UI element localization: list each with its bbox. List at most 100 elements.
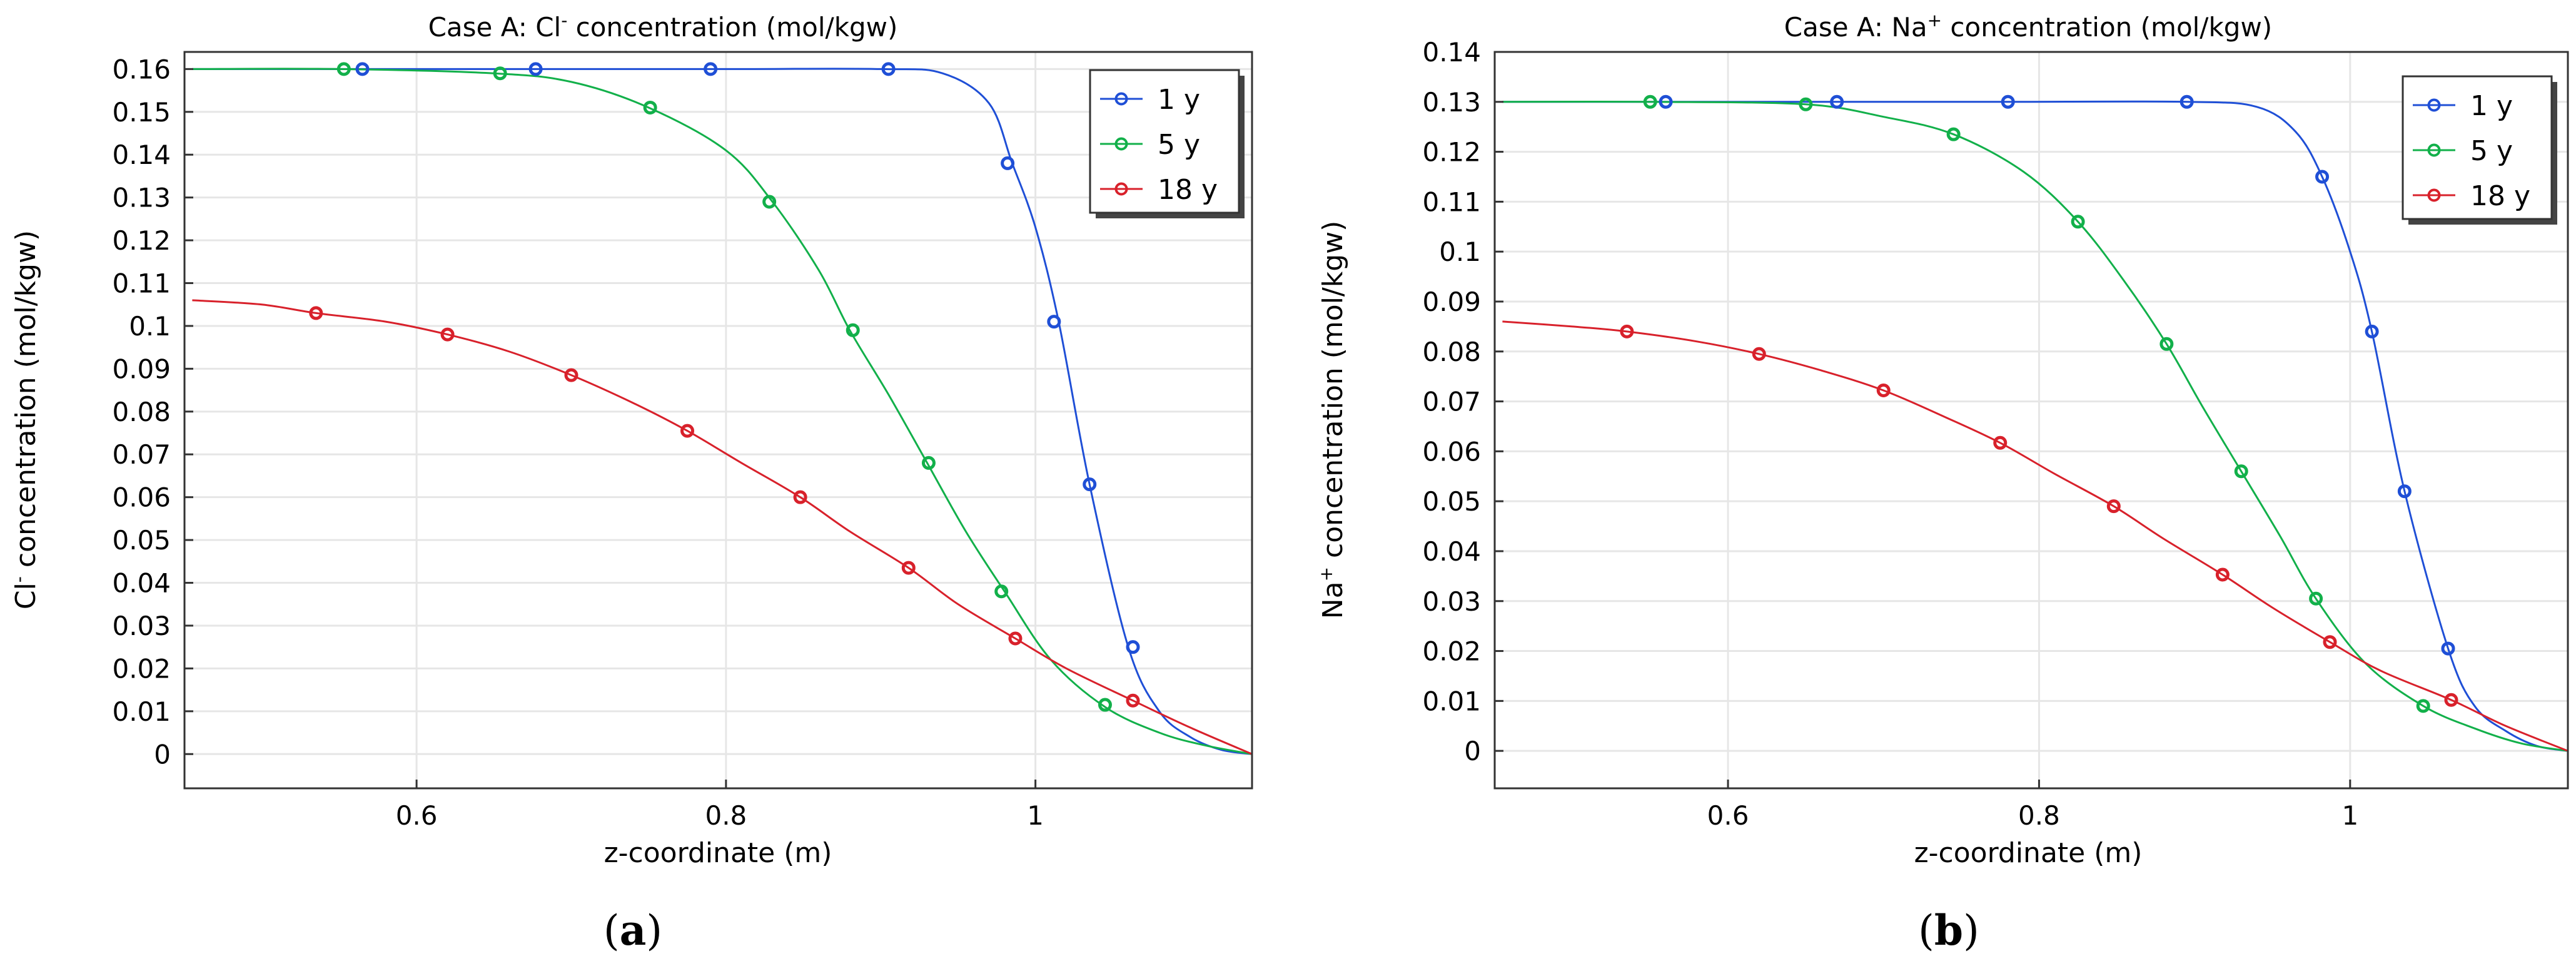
- chart-a-marker-18y: [1126, 693, 1140, 708]
- chart-b-marker-18y: [1620, 324, 1634, 338]
- chart-a-marker-5y: [762, 195, 777, 209]
- chart-b-marker-18y: [2444, 693, 2458, 707]
- chart-b-marker-1y: [2179, 94, 2194, 109]
- chart-a-y-tick-label: 0.04: [112, 568, 171, 599]
- chart-a-marker-1y: [1047, 315, 1061, 329]
- chart-b-y-ticks: 0 0.01 0.02 0.03 0.04 0.05 0.06 0.07 0.08 0.09 0.1…: [1422, 37, 1503, 766]
- chart-b-marker-5y: [2416, 699, 2430, 713]
- chart-a-marker-1y: [1001, 156, 1015, 170]
- chart-a-marker-1y: [528, 62, 543, 76]
- chart-b-legend-label-18y: 18 y: [2470, 180, 2530, 212]
- chart-b-marker-18y: [1876, 384, 1891, 398]
- chart-a-title: Case A: Cl- concentration (mol/kgw): [428, 10, 898, 43]
- chart-a-legend-label-5y: 5 y: [1158, 129, 1200, 161]
- chart-a-marker-5y: [994, 584, 1009, 599]
- chart-b-y-tick-label: 0.05: [1422, 486, 1481, 517]
- chart-a-y-tick-label: 0.05: [112, 525, 171, 556]
- chart-a-series-line-1y: [192, 68, 1253, 755]
- chart-a-legend-marker-5y: [1114, 137, 1128, 151]
- chart-a-y-tick-label: 0.06: [112, 482, 171, 513]
- chart-b-y-tick-label: 0.11: [1422, 186, 1481, 217]
- chart-a-x-axis-label: z-coordinate (m): [604, 837, 832, 869]
- chart-a-x-ticks: 0.6 0.8 1: [396, 780, 1044, 831]
- chart-b-x-tick-label: 0.6: [1707, 800, 1749, 831]
- chart-b-x-axis-label: z-coordinate (m): [1914, 837, 2143, 869]
- chart-b-y-tick-label: 0.02: [1422, 636, 1481, 667]
- chart-b-title: Case A: Na+ concentration (mol/kgw): [1784, 10, 2272, 43]
- chart-a-marker-1y: [1126, 640, 1140, 654]
- chart-a-y-tick-label: 0.11: [112, 268, 171, 299]
- chart-b-y-tick-label: 0.12: [1422, 137, 1481, 168]
- chart-b-marker-5y: [2071, 215, 2085, 229]
- chart-b-x-tick-label: 1: [2341, 800, 2358, 831]
- chart-a-legend-label-18y: 18 y: [1158, 174, 1218, 206]
- chart-b-series-line-18y: [1502, 320, 2568, 752]
- chart-a-y-tick-label: 0.01: [112, 696, 171, 727]
- chart-a-legend-label-1y: 1 y: [1158, 84, 1200, 116]
- chart-b-marker-1y: [2397, 484, 2412, 499]
- chart-a-marker-5y: [493, 66, 507, 81]
- chart-b-marker-1y: [2315, 170, 2330, 184]
- chart-b-marker-18y: [2106, 499, 2121, 514]
- chart-a-y-tick-label: 0.08: [112, 397, 171, 427]
- chart-a-marker-18y: [680, 424, 695, 438]
- chart-b-plot-frame: [1493, 51, 2569, 790]
- chart-b-marker-1y: [2365, 324, 2379, 338]
- chart-b-legend-label-5y: 5 y: [2470, 135, 2513, 167]
- chart-b-marker-18y: [1752, 347, 1766, 361]
- chart-b-y-tick-label: 0.1: [1439, 236, 1481, 267]
- chart-b-legend-label-1y: 1 y: [2470, 90, 2513, 122]
- chart-b-marker-1y: [2001, 94, 2015, 109]
- chart-a-x-tick-label: 1: [1027, 800, 1044, 831]
- chart-a-gridlines: [184, 52, 1252, 788]
- chart-b-y-tick-label: 0.13: [1422, 87, 1481, 118]
- chart-b: Case A: Na+ concentration (mol/kgw) 0.6 0…: [1316, 10, 2569, 869]
- chart-a-plot-frame: [183, 51, 1253, 790]
- chart-b-marker-5y: [1643, 94, 1657, 109]
- chart-a-y-tick-label: 0.09: [112, 353, 171, 384]
- chart-b-y-tick-label: 0: [1464, 736, 1481, 766]
- chart-a-y-tick-label: 0.14: [112, 140, 171, 170]
- chart-b-legend: 1 y 5 y 18 y: [2402, 75, 2557, 225]
- chart-a-marker-5y: [643, 100, 657, 114]
- chart-b-marker-18y: [2323, 635, 2337, 649]
- chart-a-legend-marker-18y: [1114, 182, 1128, 196]
- chart-a-legend-marker-1y: [1114, 92, 1128, 106]
- chart-b-marker-5y: [2309, 591, 2323, 606]
- chart-b-x-ticks: 0.6 0.8 1: [1707, 780, 2358, 831]
- chart-b-legend-marker-1y: [2427, 98, 2441, 112]
- chart-a-y-ticks: 0 0.01 0.02 0.03 0.04 0.05 0.06 0.07 0.08 0.09 0.1…: [112, 54, 193, 770]
- chart-a-marker-1y: [355, 62, 370, 76]
- chart-a: Case A: Cl- concentration (mol/kgw) 0.6 0…: [9, 10, 1253, 869]
- chart-a-y-tick-label: 0.16: [112, 54, 171, 84]
- chart-a-y-tick-label: 0.12: [112, 225, 171, 256]
- chart-a-y-tick-label: 0.02: [112, 653, 171, 684]
- chart-b-marker-1y: [2441, 641, 2455, 656]
- chart-b-marker-5y: [1799, 97, 1813, 111]
- chart-a-marker-5y: [846, 323, 860, 337]
- chart-b-markers: [1620, 94, 2458, 713]
- chart-b-marker-5y: [1946, 127, 1961, 141]
- chart-a-y-tick-label: 0.07: [112, 439, 171, 470]
- chart-a-legend: 1 y 5 y 18 y: [1089, 69, 1245, 218]
- chart-a-y-tick-label: 0.03: [112, 611, 171, 641]
- caption-b: (b): [1918, 906, 1979, 955]
- chart-b-legend-marker-18y: [2427, 188, 2441, 202]
- chart-a-series-line-18y: [192, 299, 1253, 755]
- chart-b-y-tick-label: 0.04: [1422, 536, 1481, 567]
- chart-b-y-tick-label: 0.06: [1422, 436, 1481, 467]
- chart-a-y-axis-label: Cl- concentration (mol/kgw): [9, 230, 43, 609]
- chart-a-y-tick-label: 0: [154, 739, 171, 770]
- chart-b-y-tick-label: 0.09: [1422, 287, 1481, 317]
- chart-b-y-tick-label: 0.03: [1422, 586, 1481, 617]
- chart-b-y-tick-label: 0.07: [1422, 387, 1481, 417]
- chart-a-marker-18y: [309, 306, 323, 320]
- chart-a-markers: [309, 62, 1140, 712]
- chart-b-marker-1y: [1659, 94, 1673, 109]
- chart-a-marker-18y: [793, 490, 807, 504]
- chart-b-marker-1y: [1830, 94, 1844, 109]
- chart-a-marker-18y: [440, 327, 455, 342]
- chart-a-marker-1y: [704, 62, 718, 76]
- chart-a-marker-5y: [921, 455, 936, 470]
